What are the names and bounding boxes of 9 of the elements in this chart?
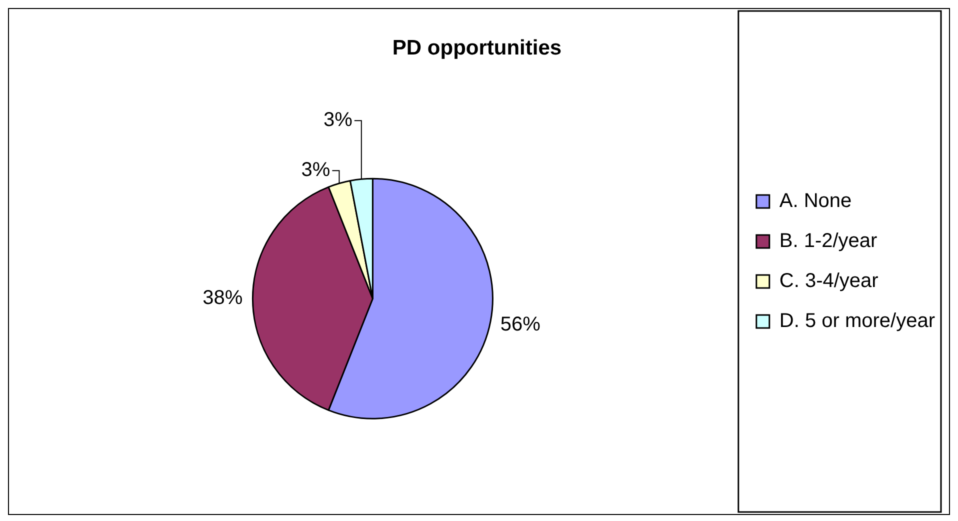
legend-label: A. None [779,190,852,212]
text: PD opportunities [392,36,562,60]
legend-label: B. 1-2/year [779,230,878,252]
legend-label: D. 5 or more/year [779,310,936,332]
legend-label: C. 3-4/year [779,270,879,292]
data-label: 38% [202,287,243,310]
data-label: 56% [500,313,541,336]
data-label: 3% [324,109,353,132]
data-label: 3% [301,159,330,182]
